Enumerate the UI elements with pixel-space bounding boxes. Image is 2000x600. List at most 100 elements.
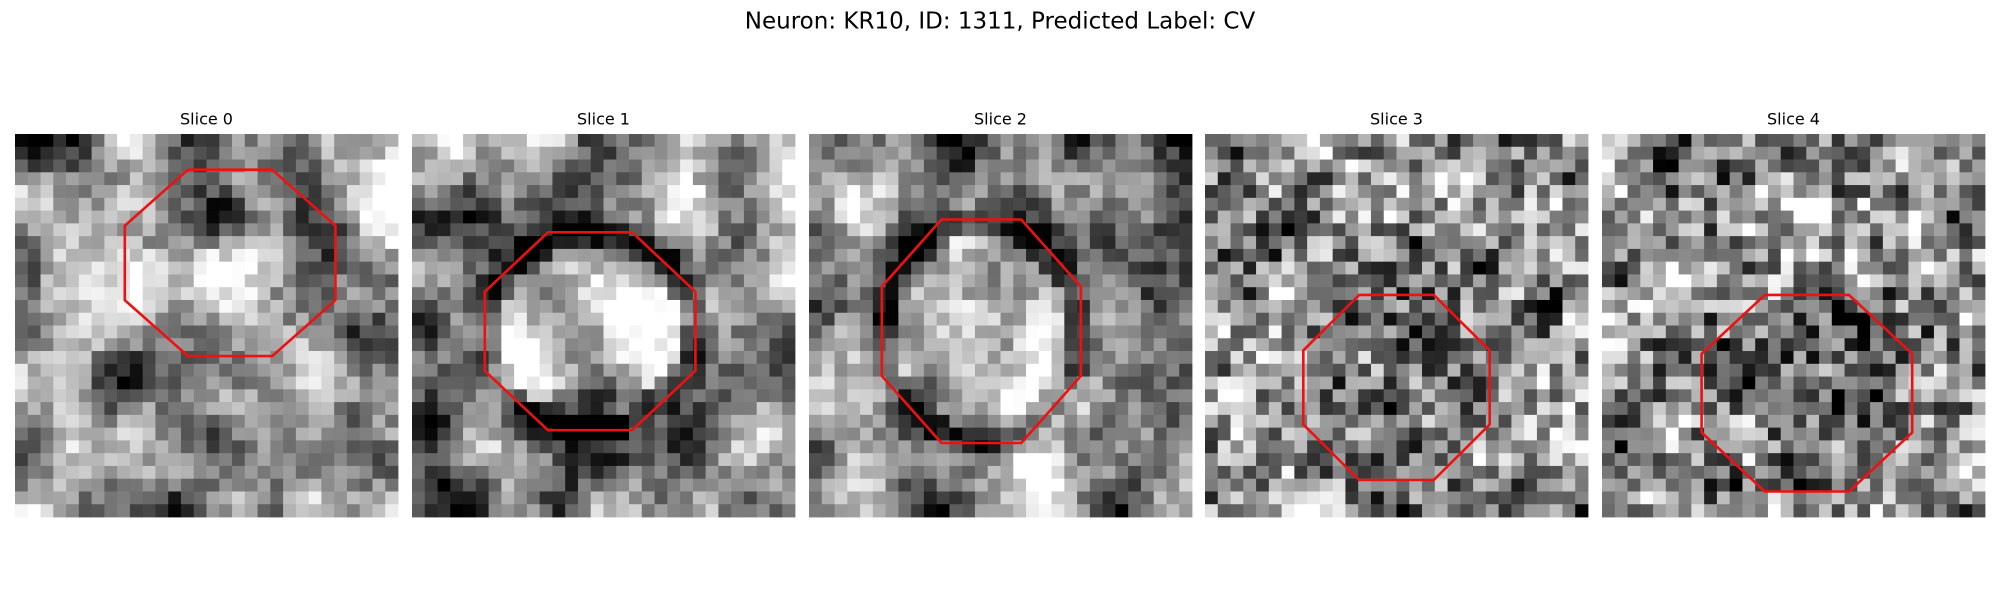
pixel bbox=[1908, 299, 1922, 314]
pixel bbox=[1972, 172, 1986, 186]
pixel bbox=[1614, 504, 1628, 518]
pixel bbox=[923, 414, 938, 429]
pixel bbox=[923, 172, 938, 186]
pixel bbox=[475, 465, 489, 480]
pixel bbox=[53, 172, 67, 186]
pixel bbox=[1473, 185, 1487, 199]
pixel bbox=[1857, 312, 1871, 326]
pixel bbox=[1704, 427, 1718, 441]
pixel bbox=[1217, 236, 1231, 250]
slice-title: Slice 0 bbox=[180, 110, 233, 129]
pixel bbox=[40, 478, 54, 492]
pixel bbox=[1026, 440, 1040, 454]
pixel bbox=[1140, 478, 1155, 492]
pixel bbox=[1882, 312, 1897, 326]
pixel bbox=[1524, 312, 1538, 326]
pixel bbox=[1562, 338, 1576, 352]
pixel bbox=[1729, 504, 1743, 518]
slice-image bbox=[809, 134, 1193, 518]
pixel bbox=[104, 287, 118, 301]
pixel bbox=[743, 351, 758, 365]
pixel bbox=[654, 210, 668, 224]
pixel bbox=[847, 248, 861, 263]
pixel bbox=[27, 172, 41, 186]
pixel bbox=[385, 185, 399, 199]
pixel bbox=[1831, 223, 1845, 237]
pixel bbox=[1972, 146, 1986, 160]
pixel bbox=[27, 351, 41, 365]
pixel bbox=[1844, 465, 1858, 480]
pixel bbox=[1806, 261, 1820, 275]
pixel bbox=[1051, 274, 1065, 288]
pixel bbox=[104, 351, 118, 365]
pixel bbox=[359, 236, 373, 250]
pixel bbox=[424, 274, 438, 288]
pixel bbox=[475, 261, 489, 275]
pixel bbox=[1485, 325, 1500, 339]
pixel bbox=[1434, 312, 1448, 326]
pixel bbox=[1026, 248, 1040, 263]
pixel bbox=[424, 338, 438, 352]
pixel bbox=[654, 146, 668, 160]
pixel bbox=[1115, 465, 1129, 480]
pixel bbox=[1767, 440, 1782, 454]
pixel bbox=[1281, 210, 1295, 224]
pixel bbox=[1383, 491, 1397, 505]
pixel bbox=[1409, 197, 1423, 211]
pixel bbox=[283, 389, 297, 403]
pixel bbox=[731, 134, 745, 148]
pixel bbox=[1780, 389, 1794, 403]
pixel bbox=[718, 363, 732, 377]
pixel bbox=[1640, 223, 1654, 237]
pixel bbox=[1780, 504, 1794, 518]
pixel bbox=[193, 351, 207, 365]
pixel bbox=[769, 478, 783, 492]
pixel bbox=[40, 453, 54, 467]
pixel bbox=[359, 312, 373, 326]
pixel bbox=[590, 197, 604, 211]
pixel bbox=[463, 440, 477, 454]
pixel bbox=[667, 146, 681, 160]
pixel bbox=[1051, 478, 1065, 492]
pixel bbox=[847, 376, 861, 390]
pixel bbox=[117, 453, 131, 467]
pixel bbox=[667, 299, 681, 314]
pixel bbox=[1857, 134, 1871, 148]
pixel bbox=[962, 427, 976, 441]
pixel bbox=[782, 197, 796, 211]
pixel bbox=[1870, 146, 1884, 160]
pixel bbox=[206, 274, 220, 288]
pixel bbox=[821, 338, 835, 352]
pixel bbox=[1166, 159, 1180, 173]
pixel bbox=[308, 338, 322, 352]
pixel bbox=[1895, 504, 1909, 518]
pixel bbox=[1230, 325, 1244, 339]
pixel bbox=[782, 274, 796, 288]
pixel bbox=[1294, 299, 1308, 314]
pixel bbox=[1882, 159, 1897, 173]
pixel bbox=[501, 440, 515, 454]
pixel bbox=[949, 261, 963, 275]
pixel bbox=[1895, 261, 1909, 275]
pixel bbox=[1460, 134, 1474, 148]
pixel bbox=[283, 465, 297, 480]
pixel bbox=[488, 146, 502, 160]
pixel bbox=[129, 453, 144, 467]
pixel bbox=[1972, 312, 1986, 326]
pixel bbox=[1256, 491, 1270, 505]
pixel bbox=[1089, 185, 1104, 199]
pixel bbox=[180, 185, 195, 199]
pixel bbox=[1205, 504, 1219, 518]
pixel bbox=[692, 274, 707, 288]
pixel bbox=[1460, 351, 1474, 365]
pixel bbox=[1140, 159, 1155, 173]
pixel bbox=[193, 478, 207, 492]
pixel bbox=[1908, 440, 1922, 454]
pixel bbox=[1895, 236, 1909, 250]
pixel bbox=[1678, 248, 1692, 263]
pixel bbox=[244, 287, 258, 301]
pixel bbox=[629, 312, 643, 326]
pixel bbox=[1536, 312, 1551, 326]
pixel bbox=[705, 312, 719, 326]
pixel bbox=[27, 261, 41, 275]
